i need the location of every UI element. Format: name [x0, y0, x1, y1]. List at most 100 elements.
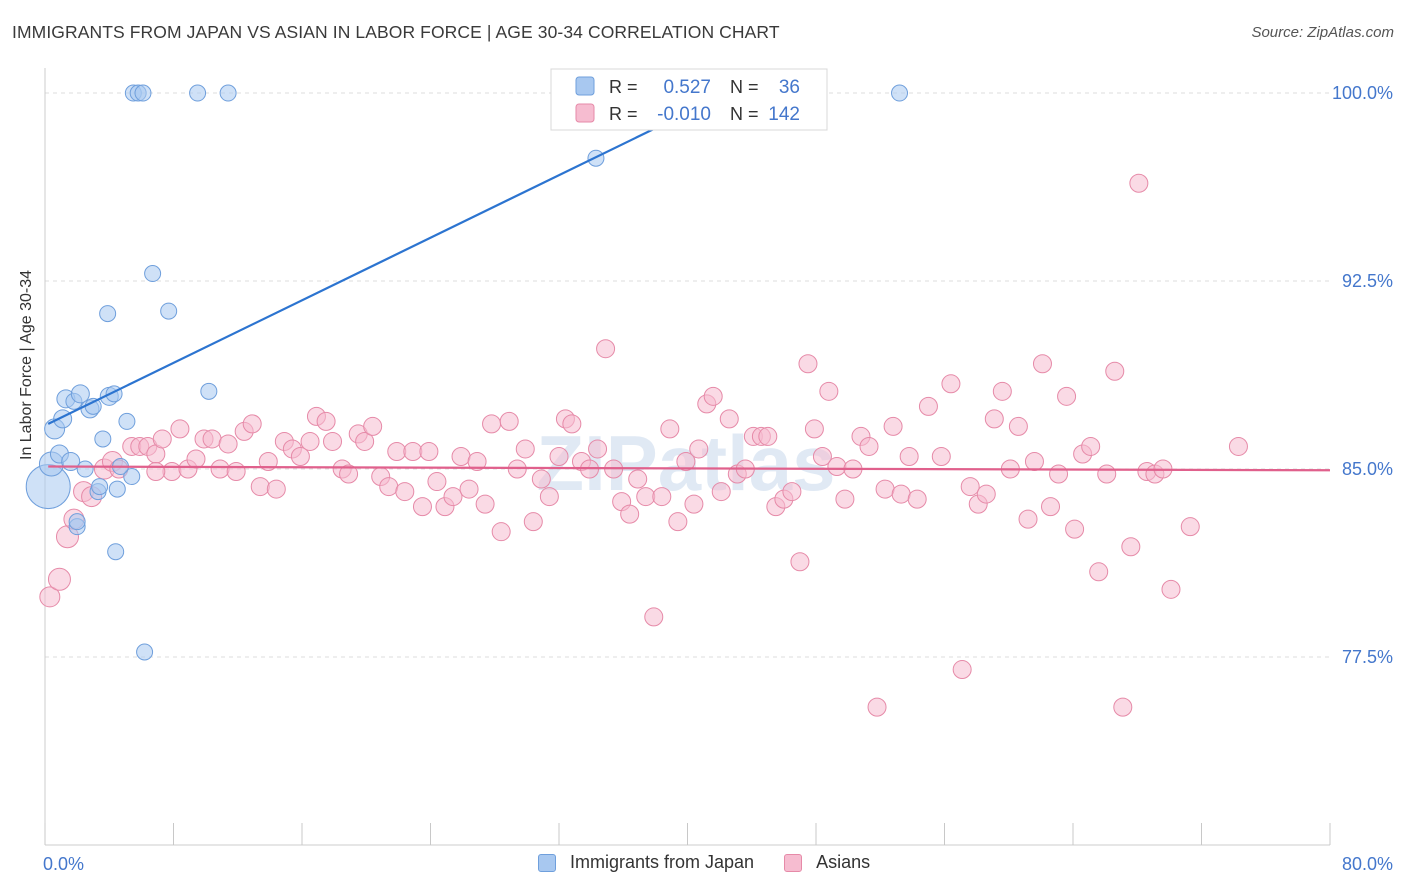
asians-point: [1228, 436, 1248, 456]
asians-point: [931, 446, 951, 466]
asians-point: [588, 439, 608, 459]
asians-point: [451, 446, 471, 466]
asians-point: [976, 484, 996, 504]
japan-point: [70, 384, 90, 404]
japan-point: [91, 478, 109, 496]
japan-point: [118, 412, 136, 430]
asians-point: [819, 381, 839, 401]
asians-point: [491, 522, 511, 542]
asians-point: [660, 419, 680, 439]
asians-trend-line: [48, 465, 1331, 472]
legend-swatch-japan: [575, 76, 595, 96]
asians-point: [258, 452, 278, 471]
japan-point: [107, 543, 125, 561]
y-axis-label: In Labor Force | Age 30-34: [18, 269, 35, 460]
asians-point: [758, 426, 778, 446]
asians-point: [152, 429, 172, 449]
bottom-legend: Immigrants from Japan Asians: [538, 852, 900, 873]
asians-point: [1113, 697, 1133, 717]
japan-point: [219, 84, 237, 102]
japan-point: [76, 460, 94, 478]
asians-point: [867, 697, 887, 717]
asians-point: [170, 419, 190, 439]
asians-point: [355, 431, 375, 451]
legend-n-label-1: N =: [730, 77, 759, 97]
asians-point: [482, 414, 502, 434]
asians-point: [226, 462, 246, 482]
asians-point: [628, 469, 648, 489]
asians-point: [596, 339, 616, 359]
legend-swatch-japan-bottom: [538, 853, 556, 872]
asians-point: [339, 464, 359, 484]
asians-point: [562, 414, 582, 434]
asians-point: [403, 441, 423, 461]
x-tick-label-min: 0.0%: [43, 854, 84, 874]
legend-r-label-1: R =: [609, 77, 638, 97]
asians-point: [827, 457, 847, 477]
legend-n-label-2: N =: [730, 104, 759, 124]
legend-label-japan: Immigrants from Japan: [570, 852, 755, 872]
asians-point: [379, 477, 399, 497]
asians-point: [419, 441, 439, 461]
asians-point: [804, 419, 824, 439]
asians-point: [316, 411, 336, 431]
asians-point: [1041, 497, 1061, 517]
legend-swatch-asians: [575, 103, 595, 123]
asians-point: [835, 489, 855, 509]
y-tick-label: 92.5%: [1342, 271, 1393, 291]
asians-point: [1018, 509, 1038, 529]
japan-point: [84, 397, 102, 415]
asians-point: [363, 416, 383, 436]
asians-point: [899, 446, 919, 466]
asians-point: [395, 482, 415, 502]
asians-point: [290, 446, 310, 466]
asians-point: [1089, 562, 1109, 582]
japan-point: [68, 513, 86, 531]
legend-r-value-2: -0.010: [657, 104, 711, 125]
asians-point: [499, 411, 519, 431]
legend-item-japan: Immigrants from Japan: [538, 852, 754, 873]
asians-point: [891, 484, 911, 504]
asians-point: [992, 381, 1012, 401]
japan-point: [123, 468, 141, 486]
legend-box: R = 0.527 N = 36 R = -0.010 N = 142: [550, 68, 828, 131]
asians-point: [952, 660, 972, 680]
asians-point: [636, 487, 656, 507]
asians-point: [515, 439, 535, 459]
asians-point: [790, 552, 810, 572]
asians-point: [1057, 386, 1077, 406]
asians-point: [539, 487, 559, 507]
asians-point: [684, 494, 704, 514]
asians-point: [427, 472, 447, 492]
legend-n-value-1: 36: [779, 77, 800, 98]
japan-points: [25, 84, 909, 661]
chart-title: IMMIGRANTS FROM JAPAN VS ASIAN IN LABOR …: [12, 22, 780, 42]
legend-item-asians: Asians: [784, 852, 870, 873]
asians-point: [218, 434, 238, 454]
y-tick-label: 77.5%: [1342, 647, 1393, 667]
asians-point: [1081, 436, 1101, 456]
asians-point: [1180, 517, 1200, 537]
asians-point: [644, 607, 664, 627]
y-tick-label: 85.0%: [1342, 459, 1393, 479]
asians-point: [323, 431, 343, 451]
asians-point: [1032, 354, 1052, 374]
japan-point: [891, 84, 909, 102]
asians-point: [1008, 416, 1028, 436]
asians-point: [210, 459, 230, 479]
asians-point: [719, 409, 739, 429]
asians-point: [984, 409, 1004, 429]
asians-point: [859, 436, 879, 456]
asians-point: [162, 462, 182, 482]
asians-point: [907, 489, 927, 509]
japan-point: [108, 480, 126, 498]
asians-point: [475, 494, 495, 514]
asians-point: [549, 446, 569, 466]
asians-point: [467, 452, 487, 471]
asians-point: [689, 439, 709, 459]
asians-point: [39, 586, 61, 608]
asians-point: [387, 441, 407, 461]
asians-point: [459, 479, 479, 499]
asians-point: [186, 449, 206, 469]
